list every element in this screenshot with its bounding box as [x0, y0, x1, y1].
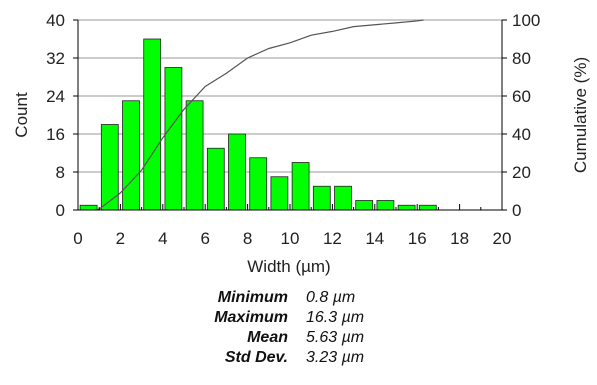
y-tick-label: 40	[46, 11, 65, 30]
y-tick-label: 0	[56, 201, 65, 220]
histogram-bar	[164, 67, 183, 211]
cumulative-line	[94, 19, 424, 211]
x-tick-label: 0	[73, 229, 82, 248]
histogram-bar	[249, 157, 268, 211]
stat-value: 16.3 µm	[306, 309, 365, 326]
cumulative-curve	[94, 19, 424, 211]
y-tick-label: 24	[46, 87, 65, 106]
histogram-bar	[418, 204, 437, 211]
histogram-bar	[376, 200, 395, 211]
x-tick-label: 6	[200, 229, 209, 248]
x-tick-label: 18	[450, 229, 469, 248]
histogram-bar	[291, 162, 310, 211]
stat-value: 5.63 µm	[306, 329, 365, 346]
histogram-bar	[122, 100, 140, 211]
stat-name: Std Dev.	[224, 349, 288, 366]
statistics-table: Minimum 0.8 µm Maximum 16.3 µm Mean 5.63 µm St…	[170, 288, 430, 368]
histogram-bar	[206, 147, 225, 211]
axes	[73, 19, 507, 211]
y2-tick-label: 80	[512, 49, 531, 68]
histogram-bar	[270, 176, 289, 211]
y2-axis-title: Cumulative (%)	[571, 57, 590, 173]
stat-row: Mean 5.63 µm	[170, 328, 430, 348]
histogram-bar	[185, 100, 204, 211]
y2-tick-label: 60	[512, 87, 531, 106]
histogram-bar	[355, 200, 374, 211]
x-tick-label: 12	[323, 229, 342, 248]
x-tick-label: 20	[493, 229, 512, 248]
x-tick-label: 2	[116, 229, 125, 248]
y2-tick-label: 100	[512, 11, 540, 30]
stat-value: 0.8 µm	[306, 289, 356, 306]
x-tick-label: 4	[158, 229, 167, 248]
histogram-bar	[143, 38, 162, 211]
stat-row: Minimum 0.8 µm	[170, 288, 430, 308]
y-tick-label: 16	[46, 125, 65, 144]
y-axis-title: Count	[12, 92, 31, 138]
histogram-bar	[334, 185, 352, 211]
histogram-bar	[397, 204, 416, 211]
x-axis-title: Width (µm)	[247, 257, 330, 276]
stat-name: Mean	[247, 329, 288, 346]
histogram-bar	[312, 185, 331, 211]
x-tick-label: 10	[281, 229, 300, 248]
stat-row: Maximum 16.3 µm	[170, 308, 430, 328]
x-tick-label: 8	[243, 229, 252, 248]
x-tick-label: 16	[408, 229, 427, 248]
histogram-bars	[79, 38, 437, 211]
y-tick-label: 32	[46, 49, 65, 68]
stat-name: Maximum	[214, 309, 288, 326]
y2-tick-label: 0	[512, 201, 521, 220]
x-tick-label: 14	[365, 229, 384, 248]
stat-name: Minimum	[217, 289, 288, 306]
histogram-bar	[228, 133, 246, 211]
y2-tick-label: 40	[512, 125, 531, 144]
stat-value: 3.23 µm	[306, 349, 365, 366]
histogram-bar	[79, 204, 98, 211]
stat-row: Std Dev. 3.23 µm	[170, 348, 430, 368]
y-tick-label: 8	[56, 163, 65, 182]
histogram-chart: 0 2 4 6 8 10 12 14 16 18 200816243240020406080100 …	[12, 11, 590, 276]
y2-tick-label: 20	[512, 163, 531, 182]
